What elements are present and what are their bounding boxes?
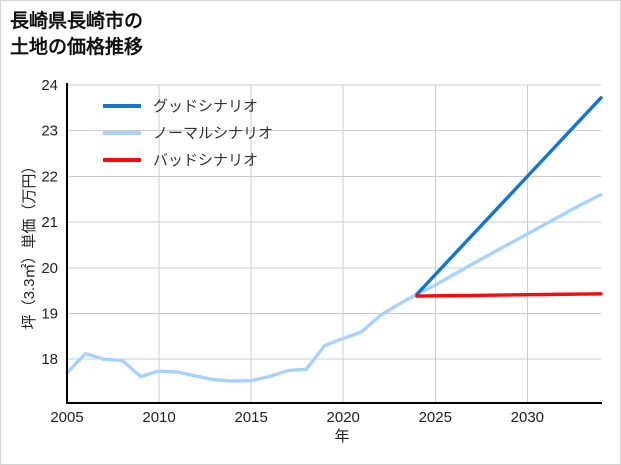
x-axis-title: 年 bbox=[334, 428, 349, 445]
legend-label-バッドシナリオ: バッドシナリオ bbox=[153, 152, 258, 169]
x-tick-label-2025: 2025 bbox=[419, 409, 452, 426]
y-tick-label-20: 20 bbox=[41, 260, 58, 277]
series-lines bbox=[65, 96, 603, 383]
series-line-ノーマルシナリオ bbox=[65, 192, 603, 383]
y-tick-label-24: 24 bbox=[41, 77, 58, 94]
y-tick-label-21: 21 bbox=[41, 214, 58, 231]
legend-label-ノーマルシナリオ: ノーマルシナリオ bbox=[153, 125, 273, 142]
y-tick-label-23: 23 bbox=[41, 123, 58, 140]
y-tick-label-19: 19 bbox=[41, 305, 58, 322]
y-axis-title: 坪（3.3㎡）単価（万円） bbox=[21, 159, 38, 330]
y-tick-label-18: 18 bbox=[41, 351, 58, 368]
x-tick-label-2010: 2010 bbox=[142, 409, 175, 426]
x-axis-tick-labels: 2005 2010 2015 2020 2025 2030 bbox=[50, 409, 544, 426]
series-line-バッドシナリオ bbox=[415, 292, 603, 298]
gridlines bbox=[66, 84, 601, 403]
x-tick-label-2005: 2005 bbox=[50, 409, 83, 426]
page-title: 長崎県長崎市の 土地の価格推移 bbox=[10, 11, 144, 58]
x-tick-label-2030: 2030 bbox=[511, 409, 544, 426]
y-tick-label-22: 22 bbox=[41, 168, 58, 185]
y-axis-tick-labels: 18 19 20 21 22 23 24 bbox=[41, 77, 58, 368]
axis-spines bbox=[65, 83, 602, 405]
series-line-グッドシナリオ bbox=[415, 96, 603, 296]
x-tick-label-2020: 2020 bbox=[327, 409, 360, 426]
x-tick-label-2015: 2015 bbox=[234, 409, 267, 426]
legend-label-グッドシナリオ: グッドシナリオ bbox=[153, 98, 258, 115]
